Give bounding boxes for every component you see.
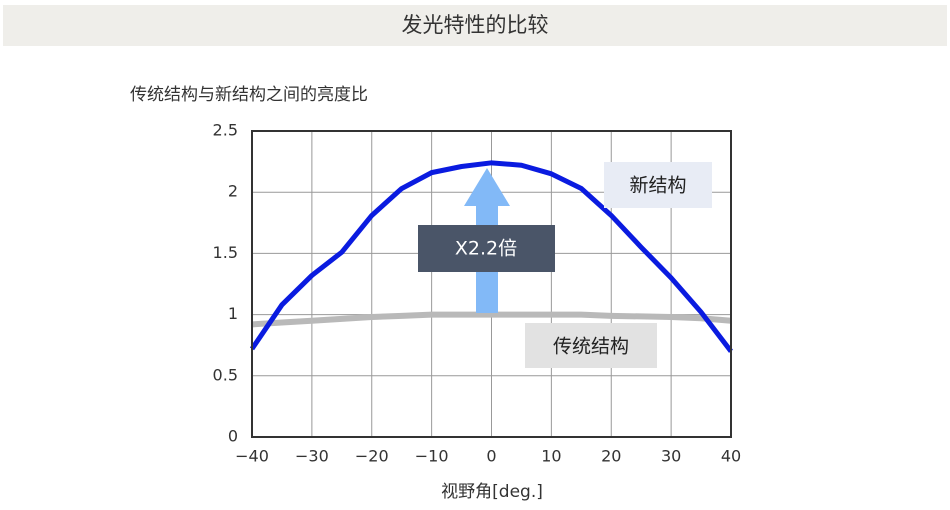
legend-box [525, 323, 657, 368]
legend-label: 新结构 [629, 175, 686, 197]
lines [249, 160, 733, 353]
legend-box [604, 162, 712, 208]
x-tick-label: 10 [541, 447, 561, 466]
x-axis-label: 视野角[deg.] [441, 482, 543, 502]
annotation-box [418, 225, 555, 272]
x-tick-label: 20 [601, 447, 621, 466]
annotation: X2.2倍 [455, 238, 517, 260]
header-band [3, 5, 947, 46]
series-line [249, 160, 733, 353]
y-tick-label: 0 [228, 427, 238, 446]
x-tick-label: −30 [295, 447, 329, 466]
y-tick-label: 2.5 [213, 121, 238, 140]
x-tick-label: −20 [355, 447, 389, 466]
plot-frame [251, 130, 732, 438]
series-line [251, 311, 732, 328]
x-tick-label: 0 [486, 447, 496, 466]
chart-subtitle: 传统结构与新结构之间的亮度比 [130, 85, 368, 105]
legend-label: 传统结构 [553, 336, 629, 358]
y-tick-label: 0.5 [213, 365, 238, 384]
y-tick-label: 1 [228, 304, 238, 323]
chart-title: 发光特性的比较 [402, 13, 549, 37]
x-tick-label: 40 [721, 447, 741, 466]
x-tick-label: 30 [661, 447, 681, 466]
x-tick-label: −40 [235, 447, 269, 466]
y-tick-label: 1.5 [213, 243, 238, 262]
y-tick-label: 2 [228, 182, 238, 201]
overlay: X2.2倍 新结构 传统结构 [418, 162, 712, 368]
x-tick-label: −10 [415, 447, 449, 466]
